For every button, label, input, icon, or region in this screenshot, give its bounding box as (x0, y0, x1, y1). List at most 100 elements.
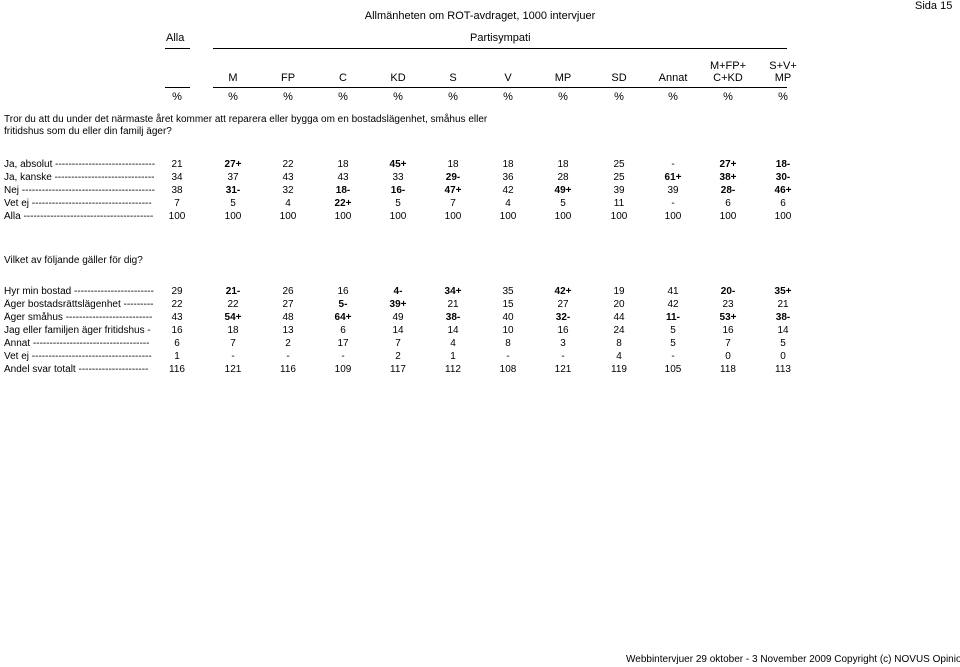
table-cell: 22 (282, 159, 294, 170)
table-row: Nej ------------------------------------… (0, 185, 960, 197)
table-cell: 25 (613, 159, 625, 170)
table-cell: 100 (389, 211, 407, 222)
table-cell: 17 (337, 338, 349, 349)
table-cell: 23 (722, 299, 734, 310)
row-label: Hyr min bostad ------------------------ (4, 286, 154, 297)
report-title: Allmänheten om ROT-avdraget, 1000 interv… (364, 10, 596, 22)
header-rule-total (165, 87, 190, 88)
table-cell: 14 (447, 325, 459, 336)
table-cell: 18 (557, 159, 569, 170)
table-cell: 5- (338, 299, 348, 310)
table-cell: 6 (340, 325, 346, 336)
table-cell: 39 (667, 185, 679, 196)
table-cell: 113 (775, 364, 791, 375)
table-cell: - (341, 351, 345, 362)
column-header-line1: S+V+ (769, 60, 797, 72)
table-cell: 18 (227, 325, 239, 336)
table-cell: - (231, 351, 235, 362)
percent-symbol: % (448, 91, 458, 103)
table-cell: 7 (230, 338, 236, 349)
table-cell: 22+ (334, 198, 352, 209)
table-row: Ja, absolut ----------------------------… (0, 159, 960, 171)
table-cell: 18 (502, 159, 514, 170)
table-cell: 1 (174, 351, 180, 362)
table-cell: - (671, 159, 675, 170)
column-header-line2: V (504, 72, 512, 84)
table-cell: 49+ (554, 185, 572, 196)
table-cell: 112 (445, 364, 461, 375)
table-cell: 42 (502, 185, 514, 196)
percent-symbol: % (503, 91, 513, 103)
table-cell: 21 (171, 159, 183, 170)
table-cell: 6 (174, 338, 180, 349)
table-cell: 38+ (719, 172, 737, 183)
table-cell: 100 (444, 211, 462, 222)
table-cell: 18 (337, 159, 349, 170)
column-header-line2: S (449, 72, 457, 84)
percent-symbol: % (338, 91, 348, 103)
table-cell: 8 (505, 338, 511, 349)
table-cell: 46+ (774, 185, 792, 196)
table-cell: 19 (613, 286, 625, 297)
table-cell: 16- (390, 185, 406, 196)
table-cell: 43 (282, 172, 294, 183)
table-cell: 5 (560, 198, 566, 209)
table-cell: 47+ (444, 185, 462, 196)
table-cell: 34+ (444, 286, 462, 297)
table-cell: 42 (667, 299, 679, 310)
table-cell: 32- (555, 312, 571, 323)
table-cell: 29- (445, 172, 461, 183)
table-cell: 21- (225, 286, 241, 297)
table-cell: 100 (334, 211, 352, 222)
table-cell: 37 (227, 172, 239, 183)
table-cell: 0 (780, 351, 786, 362)
table-cell: 27+ (224, 159, 242, 170)
column-header-line2: Annat (658, 72, 688, 84)
table-cell: 109 (334, 364, 352, 375)
table-cell: 48 (282, 312, 294, 323)
column-header-line2: M (228, 72, 238, 84)
row-label: Vet ej ---------------------------------… (4, 351, 152, 362)
table-cell: 34 (171, 172, 183, 183)
table-cell: 100 (554, 211, 572, 222)
table-cell: - (506, 351, 510, 362)
table-cell: 43 (337, 172, 349, 183)
row-label: Nej ------------------------------------… (4, 185, 155, 196)
row-label: Vet ej ---------------------------------… (4, 198, 152, 209)
table-cell: 39 (613, 185, 625, 196)
table-cell: - (561, 351, 565, 362)
table-row: Äger bostadsrättslägenhet --------- 22 22 2… (0, 299, 960, 311)
percent-symbol: % (614, 91, 624, 103)
table-cell: 13 (282, 325, 294, 336)
table-cell: 20- (720, 286, 736, 297)
table-cell: 11 (613, 198, 625, 209)
table-cell: 53+ (719, 312, 737, 323)
table-cell: 5 (230, 198, 236, 209)
table-cell: 33 (392, 172, 404, 183)
table-cell: 100 (499, 211, 517, 222)
table-cell: - (671, 198, 675, 209)
total-column-label: Alla (166, 32, 185, 44)
table-cell: 16 (171, 325, 183, 336)
table-cell: 100 (774, 211, 792, 222)
table-row: Vet ej ---------------------------------… (0, 198, 960, 210)
table-cell: 4 (450, 338, 456, 349)
table-row: Andel svar totalt --------------------- 1… (0, 364, 960, 376)
table-cell: 61+ (664, 172, 682, 183)
table-cell: 2 (285, 338, 291, 349)
table-cell: 38- (445, 312, 461, 323)
table-row: Annat ----------------------------------… (0, 338, 960, 350)
table-row: Alla -----------------------------------… (0, 211, 960, 223)
table-cell: 100 (224, 211, 242, 222)
column-header-line2: KD (390, 72, 406, 84)
table-row: Jag eller familjen äger fritidshus - 16 18… (0, 325, 960, 337)
row-label: Annat ----------------------------------… (4, 338, 150, 349)
table-cell: 14 (392, 325, 404, 336)
table-cell: 25 (613, 172, 625, 183)
table-cell: 18- (775, 159, 791, 170)
table-cell: 4 (505, 198, 511, 209)
table-cell: 5 (670, 325, 676, 336)
table-cell: 18 (447, 159, 459, 170)
table-cell: 28- (720, 185, 736, 196)
table-cell: 7 (450, 198, 456, 209)
